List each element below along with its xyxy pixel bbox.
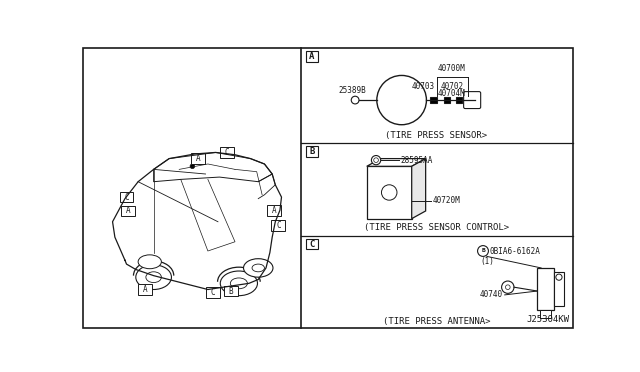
Text: C: C <box>124 193 129 202</box>
Bar <box>121 206 135 217</box>
Text: 40703: 40703 <box>412 82 435 91</box>
Text: (TIRE PRESS SENSOR CONTROL>: (TIRE PRESS SENSOR CONTROL> <box>364 224 509 232</box>
Ellipse shape <box>244 259 273 277</box>
Text: 0BIA6-6162A: 0BIA6-6162A <box>490 247 541 256</box>
Text: B: B <box>481 248 485 253</box>
Text: A: A <box>309 52 314 61</box>
Circle shape <box>502 281 514 294</box>
Bar <box>456 97 462 103</box>
Text: (1): (1) <box>480 257 494 266</box>
Bar <box>537 268 554 310</box>
Circle shape <box>351 96 359 104</box>
Bar <box>224 286 238 296</box>
Circle shape <box>374 158 378 163</box>
Bar <box>305 239 318 250</box>
Polygon shape <box>554 272 564 307</box>
Text: C: C <box>276 221 281 230</box>
Text: C: C <box>309 240 314 248</box>
Polygon shape <box>412 158 426 219</box>
Text: 25389B: 25389B <box>338 86 366 95</box>
Bar <box>430 97 436 103</box>
Text: 40702: 40702 <box>440 82 463 91</box>
Circle shape <box>506 285 510 289</box>
Text: (TIRE PRESS ANTENNA>: (TIRE PRESS ANTENNA> <box>383 317 490 326</box>
Text: 40740: 40740 <box>479 291 502 299</box>
Text: C: C <box>211 288 216 297</box>
Text: A: A <box>271 206 276 215</box>
Bar <box>444 97 451 103</box>
Ellipse shape <box>136 265 172 289</box>
Text: 28595AA: 28595AA <box>401 155 433 165</box>
Ellipse shape <box>220 271 257 296</box>
Text: (TIRE PRESS SENSOR>: (TIRE PRESS SENSOR> <box>385 131 488 140</box>
Bar <box>120 192 134 202</box>
Circle shape <box>556 274 562 280</box>
Text: B: B <box>309 147 314 156</box>
Bar <box>206 287 220 298</box>
Circle shape <box>190 164 195 169</box>
Text: 40704M: 40704M <box>438 89 466 99</box>
Circle shape <box>477 246 488 256</box>
Text: J25304KW: J25304KW <box>527 315 570 324</box>
Text: 40700M: 40700M <box>438 64 466 73</box>
Circle shape <box>381 185 397 200</box>
Bar <box>220 147 234 158</box>
Text: A: A <box>195 154 200 163</box>
Text: B: B <box>229 286 234 295</box>
Bar <box>305 146 318 157</box>
Bar <box>271 220 285 231</box>
FancyBboxPatch shape <box>463 92 481 109</box>
Bar <box>540 310 551 318</box>
Bar <box>191 153 205 164</box>
Bar <box>138 284 152 295</box>
Text: C: C <box>225 148 230 157</box>
Text: A: A <box>125 206 131 215</box>
Circle shape <box>371 155 381 165</box>
Ellipse shape <box>146 272 161 283</box>
Bar <box>367 166 412 219</box>
Bar <box>305 51 318 62</box>
Ellipse shape <box>252 264 264 272</box>
Bar <box>267 205 281 216</box>
Ellipse shape <box>138 255 161 269</box>
Ellipse shape <box>230 278 248 289</box>
Polygon shape <box>367 158 426 166</box>
Text: A: A <box>143 285 147 294</box>
Text: 40720M: 40720M <box>433 196 460 205</box>
